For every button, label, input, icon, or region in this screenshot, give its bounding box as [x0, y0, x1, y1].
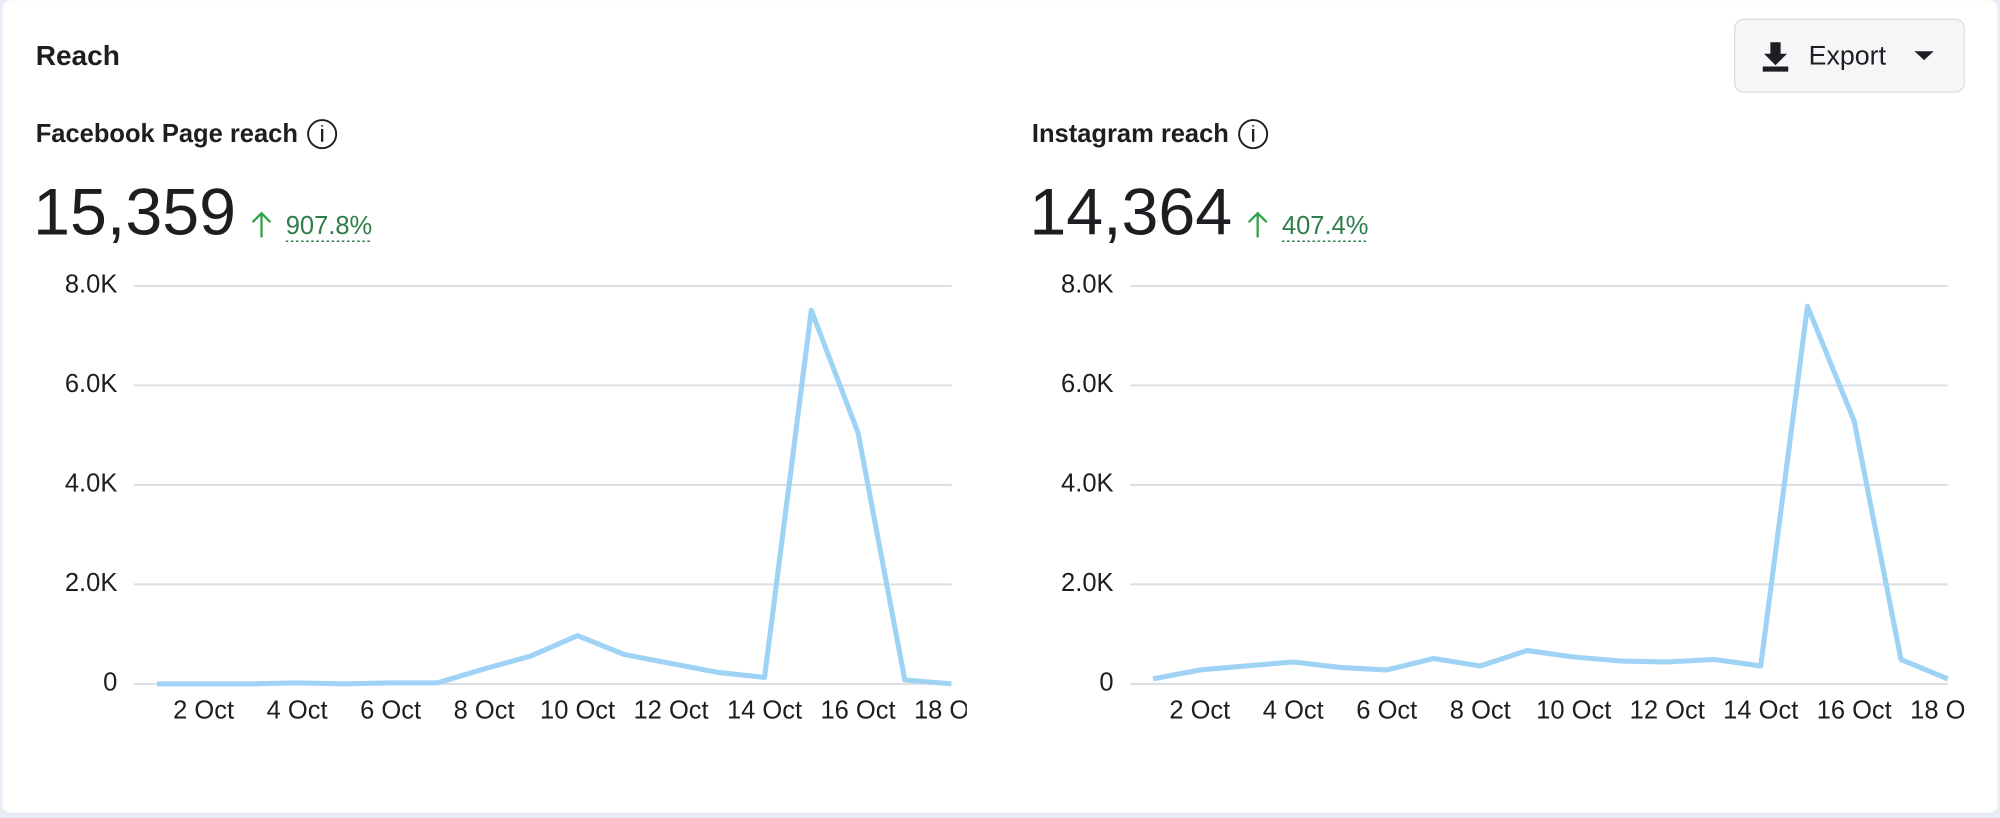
- x-tick-label: 4 Oct: [267, 697, 328, 725]
- x-tick-label: 2 Oct: [1169, 697, 1230, 725]
- y-tick-label: 8.0K: [1061, 271, 1113, 299]
- y-tick-label: 0: [103, 669, 117, 697]
- x-tick-label: 16 Oct: [1817, 697, 1892, 725]
- x-tick-label: 16 Oct: [820, 697, 895, 725]
- x-tick-label: 8 Oct: [1450, 697, 1511, 725]
- x-tick-label: 6 Oct: [360, 697, 421, 725]
- x-tick-label: 10 Oct: [1536, 697, 1611, 725]
- up-arrow: [251, 211, 272, 238]
- reach-line: [156, 307, 952, 687]
- y-tick-label: 2.0K: [65, 569, 117, 597]
- x-tick-label: 6 Oct: [1356, 697, 1417, 725]
- total-value: 15,359: [33, 176, 236, 250]
- section-title: Reach: [36, 40, 120, 71]
- x-tick-label: 8 Oct: [454, 697, 515, 725]
- y-tick-label: 6.0K: [65, 370, 117, 398]
- chart: Facebook Page reach 15,359 907.8% 0 2.0K 4.0K…: [33, 119, 989, 725]
- x-tick-label: 14 Oct: [1723, 697, 1798, 725]
- download-icon: [1762, 42, 1789, 72]
- button-frame[interactable]: [1734, 18, 1965, 93]
- button-label[interactable]: Export: [1809, 41, 1887, 71]
- x-tick-label: 12 Oct: [1630, 697, 1705, 725]
- y-tick-label: 6.0K: [1061, 370, 1113, 398]
- total-value: 14,364: [1029, 176, 1232, 250]
- caret-icon: [1914, 51, 1934, 61]
- x-tick-label: 10 Oct: [540, 697, 615, 725]
- x-tick-label: 4 Oct: [1263, 697, 1324, 725]
- chart-title: Instagram reach: [1032, 120, 1229, 148]
- up-arrow: [1247, 211, 1268, 238]
- y-tick-label: 8.0K: [65, 271, 117, 299]
- x-tick-label: 12 Oct: [634, 697, 709, 725]
- x-tick-label: 14 Oct: [727, 697, 802, 725]
- y-tick-label: 4.0K: [1061, 470, 1113, 498]
- y-tick-label: 4.0K: [65, 470, 117, 498]
- reach-line: [1152, 303, 1949, 682]
- chart-title: Facebook Page reach: [36, 120, 298, 148]
- x-tick-label: 18 Oct: [914, 697, 989, 725]
- chart: Instagram reach 14,364 407.4% 0 2.0K 4.0K 6.0K…: [1029, 119, 1985, 725]
- change-value: 907.8%: [286, 212, 373, 240]
- y-tick-label: 2.0K: [1061, 569, 1113, 597]
- info-icon: [307, 119, 338, 150]
- change-value: 407.4%: [1282, 212, 1369, 240]
- x-tick-label: 2 Oct: [173, 697, 234, 725]
- info-icon: [1238, 119, 1269, 150]
- export-button[interactable]: Export: [1734, 18, 1965, 93]
- y-tick-label: 0: [1099, 669, 1113, 697]
- x-tick-label: 18 Oct: [1910, 697, 1985, 725]
